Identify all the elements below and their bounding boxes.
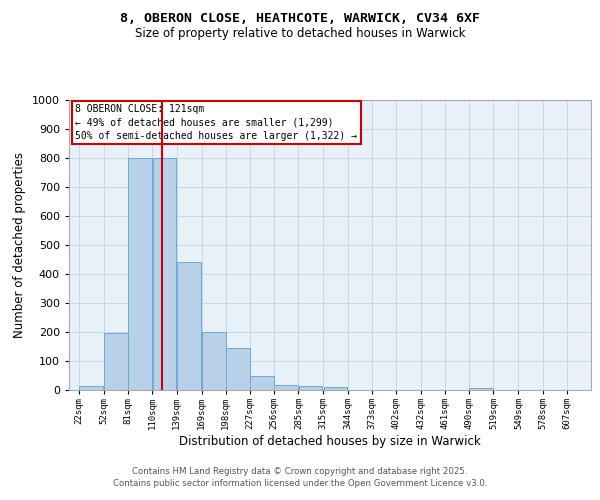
Bar <box>177 262 200 390</box>
Bar <box>79 386 103 390</box>
Bar <box>128 158 152 390</box>
Bar <box>323 387 347 390</box>
Bar <box>274 385 298 390</box>
Bar <box>202 332 226 390</box>
X-axis label: Distribution of detached houses by size in Warwick: Distribution of detached houses by size … <box>179 434 481 448</box>
Text: 8, OBERON CLOSE, HEATHCOTE, WARWICK, CV34 6XF: 8, OBERON CLOSE, HEATHCOTE, WARWICK, CV3… <box>120 12 480 26</box>
Bar <box>226 348 250 390</box>
Text: 8 OBERON CLOSE: 121sqm
← 49% of detached houses are smaller (1,299)
50% of semi-: 8 OBERON CLOSE: 121sqm ← 49% of detached… <box>75 104 357 141</box>
Bar <box>152 158 176 390</box>
Bar <box>299 386 322 390</box>
Bar <box>469 388 493 390</box>
Y-axis label: Number of detached properties: Number of detached properties <box>13 152 26 338</box>
Bar <box>250 376 274 390</box>
Text: Contains HM Land Registry data © Crown copyright and database right 2025.
Contai: Contains HM Land Registry data © Crown c… <box>113 466 487 487</box>
Text: Size of property relative to detached houses in Warwick: Size of property relative to detached ho… <box>135 28 465 40</box>
Bar <box>104 334 128 390</box>
